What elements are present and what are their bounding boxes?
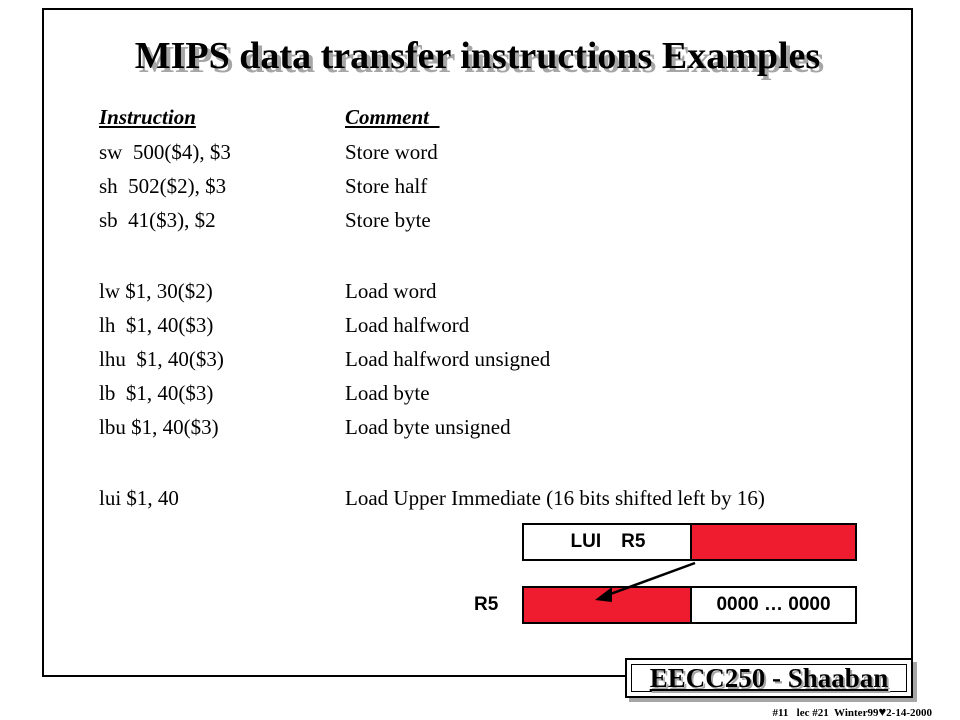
lui-instruction-box: LUI R5 <box>522 523 857 561</box>
comment-cell: Load Upper Immediate (16 bits shifted le… <box>345 486 765 510</box>
instruction-cell: sw 500($4), $3 <box>99 140 231 164</box>
lui-register-label: R5 <box>621 531 646 552</box>
comment-cell: Load halfword <box>345 313 470 337</box>
course-footer-box: EECC250 - Shaaban <box>625 658 913 698</box>
lui-opcode-field: LUI R5 <box>524 525 692 559</box>
comment-cell: Load halfword unsigned <box>345 347 551 371</box>
header-comment: Comment <box>345 105 430 129</box>
shift-arrow-head <box>595 587 612 602</box>
shift-arrow-line <box>604 561 696 598</box>
lui-field-divider <box>690 525 692 559</box>
instruction-cell: lw $1, 30($2) <box>99 279 213 303</box>
lui-opcode-label: LUI <box>570 531 602 552</box>
instruction-cell: sb 41($3), $2 <box>99 208 216 232</box>
heart-icon: ♥ <box>878 704 887 719</box>
instruction-cell: lbu $1, 40($3) <box>99 415 219 439</box>
slide-info: #11 lec #21 Winter99♥2-14-2000 <box>773 704 932 720</box>
course-footer-inner-border <box>631 664 907 692</box>
slide-number-text: #11 lec #21 Winter99 <box>772 707 879 719</box>
r5-lower-half: 0000 … 0000 <box>692 588 855 622</box>
r5-half-divider <box>690 588 692 622</box>
lui-immediate-field <box>692 525 855 559</box>
slide-date: 2-14-2000 <box>886 707 932 719</box>
comment-cell: Load byte unsigned <box>345 415 511 439</box>
instruction-cell: lhu $1, 40($3) <box>99 347 224 371</box>
comment-cell: Load byte <box>345 381 430 405</box>
course-footer-text: EECC250 - Shaaban <box>649 662 889 693</box>
comment-cell: Store word <box>345 140 438 164</box>
slide-title: MIPS data transfer instructions Examples <box>134 35 821 77</box>
header-instruction: Instruction <box>99 105 196 129</box>
instruction-cell: sh 502($2), $3 <box>99 174 227 198</box>
slide-frame <box>42 8 913 677</box>
instruction-cell: lb $1, 40($3) <box>99 381 214 405</box>
r5-lower-bits: 0000 … 0000 <box>716 594 831 615</box>
comment-cell: Load word <box>345 279 437 303</box>
comment-cell: Store byte <box>345 208 431 232</box>
comment-cell: Store half <box>345 174 428 198</box>
instruction-cell: lui $1, 40 <box>99 486 179 510</box>
instruction-cell: lh $1, 40($3) <box>99 313 214 337</box>
r5-register-label: R5 <box>474 594 499 615</box>
